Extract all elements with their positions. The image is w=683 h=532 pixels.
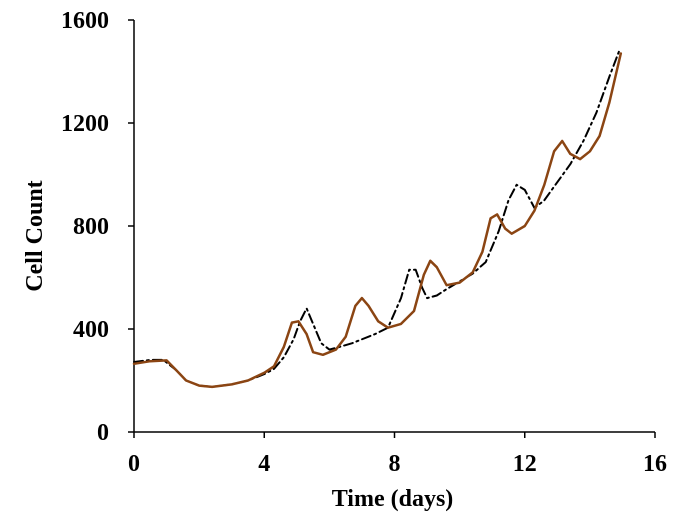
ticks: 0 4 8 12 16 0 400 800 1200 1600 [61, 8, 667, 477]
x-axis-title: Time (days) [332, 486, 454, 512]
axes [133, 20, 655, 433]
x-tick-label: 0 [128, 451, 140, 477]
series-line-dash-dot [133, 49, 621, 388]
y-axis-title: Cell Count [22, 180, 48, 291]
series-line-solid [132, 52, 623, 389]
series-layer [132, 49, 623, 389]
x-tick-label: 8 [389, 451, 401, 477]
y-tick-label: 0 [97, 420, 109, 446]
y-tick-label: 1600 [61, 8, 109, 34]
x-tick-label: 12 [513, 451, 537, 477]
y-tick-label: 800 [73, 214, 109, 240]
x-tick-label: 16 [643, 451, 667, 477]
y-tick-label: 400 [73, 317, 109, 343]
x-tick-label: 4 [258, 451, 270, 477]
y-tick-label: 1200 [61, 111, 109, 137]
